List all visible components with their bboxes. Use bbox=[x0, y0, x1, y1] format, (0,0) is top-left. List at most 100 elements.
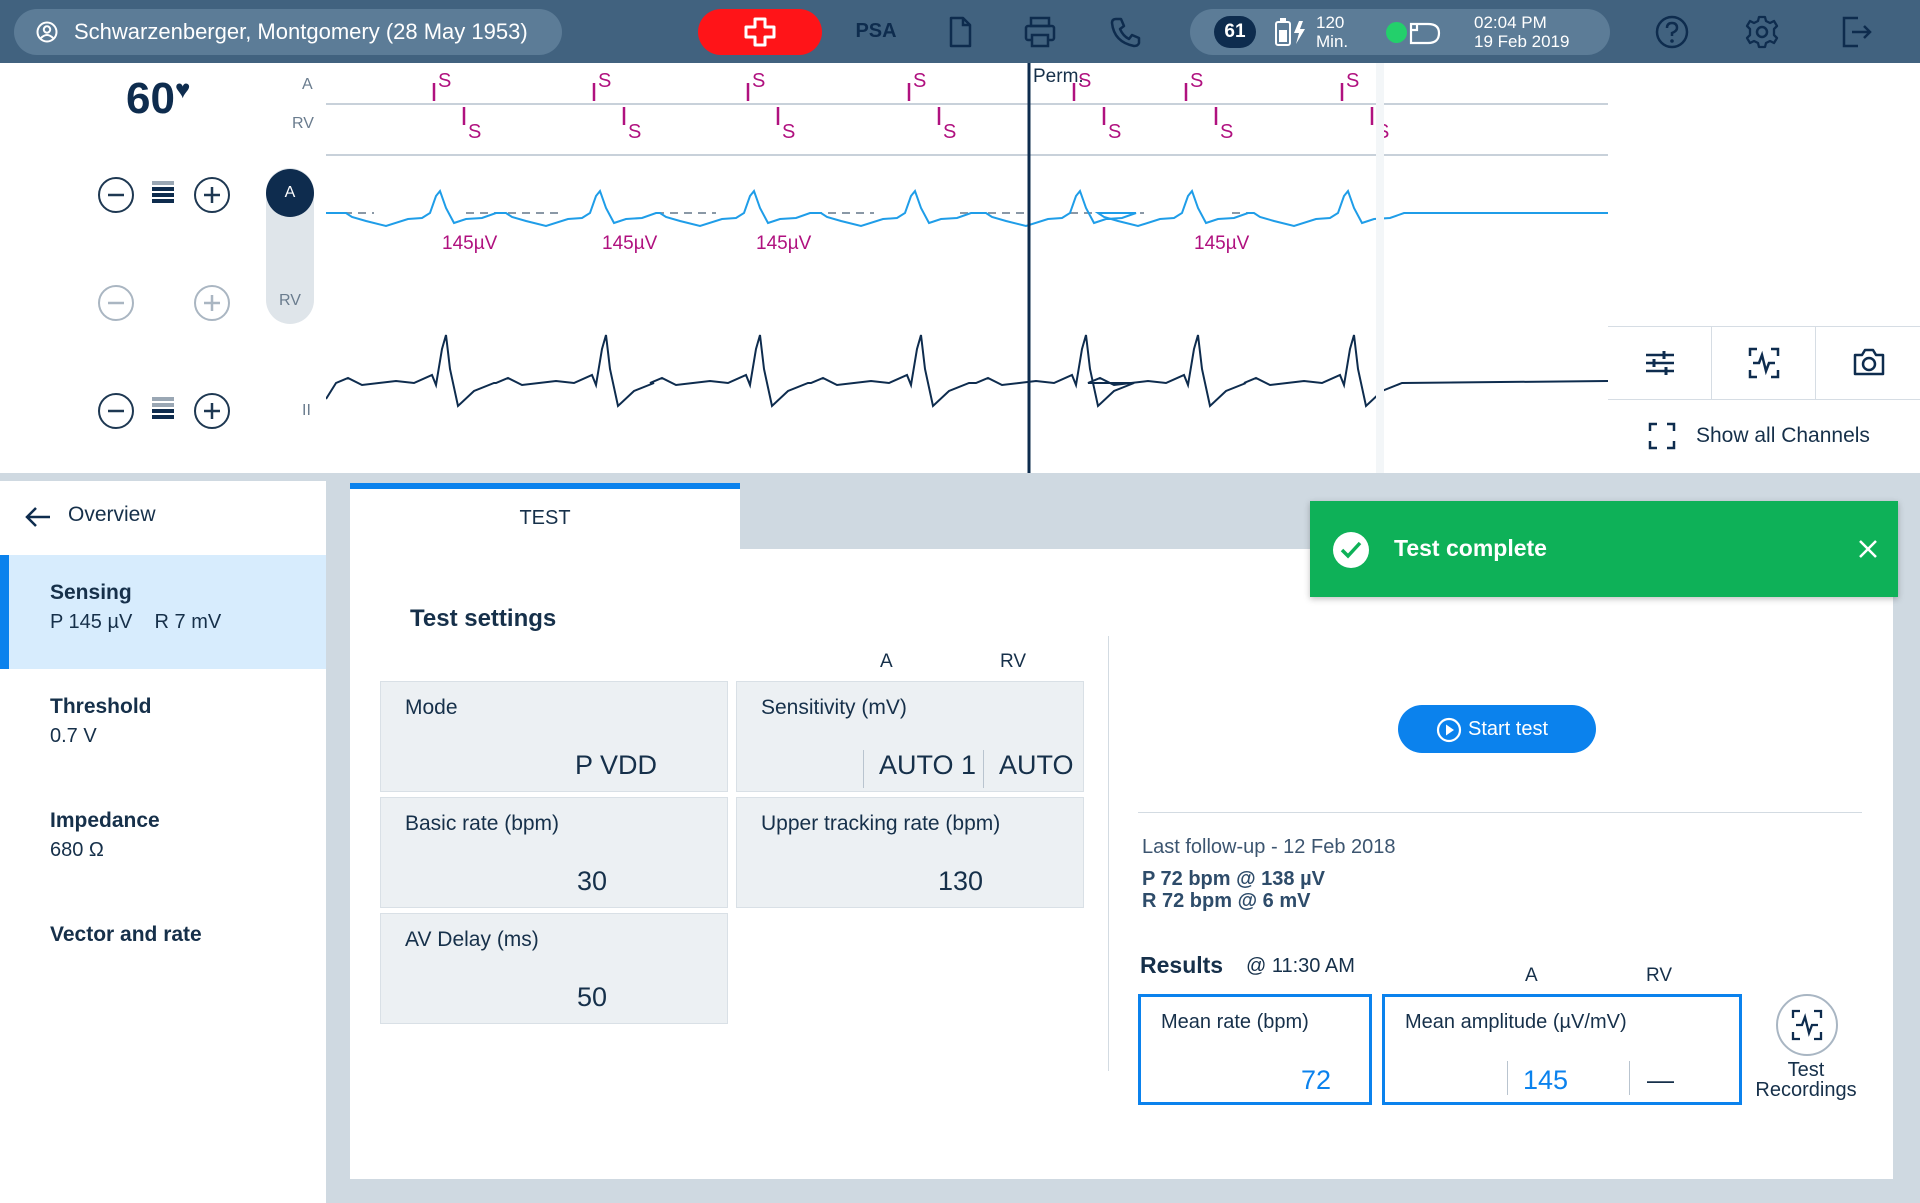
ventricular-sense-label: S bbox=[628, 121, 641, 143]
mode-setting[interactable]: Mode P VDD bbox=[380, 681, 728, 792]
sensitivity-rv-value: AUTO bbox=[999, 750, 1074, 780]
mode-label: Mode bbox=[405, 696, 458, 719]
medical-cross-icon bbox=[744, 17, 776, 47]
ventricular-sense-label: S bbox=[782, 121, 795, 143]
increase-gain-a-button[interactable] bbox=[194, 177, 230, 213]
sliders-icon bbox=[1646, 351, 1674, 375]
section-divider bbox=[1138, 812, 1862, 813]
camera-icon bbox=[1853, 348, 1885, 376]
last-follow-up-title: Last follow-up - 12 Feb 2018 bbox=[1142, 836, 1396, 858]
logout-icon[interactable] bbox=[1838, 14, 1874, 50]
sensitivity-setting[interactable]: Sensitivity (mV) AUTO 1 AUTO bbox=[736, 681, 1084, 792]
panel-divider bbox=[0, 473, 1920, 481]
current-time: 02:04 PM bbox=[1474, 13, 1547, 32]
sidebar-item-sensing[interactable]: Sensing P 145 µV R 7 mV bbox=[0, 555, 326, 669]
decrease-gain-a-button[interactable] bbox=[98, 177, 134, 213]
atrial-sense-label: S bbox=[438, 70, 451, 92]
column-header-rv: RV bbox=[1000, 651, 1027, 672]
print-icon[interactable] bbox=[1022, 14, 1058, 50]
sidebar-item-vector-and-rate[interactable]: Vector and rate bbox=[0, 897, 326, 1011]
basic-rate-value: 30 bbox=[576, 866, 607, 896]
filter-settings-button[interactable] bbox=[1608, 327, 1712, 399]
amplitude-labels: 145µV 145µV 145µV 145µV bbox=[442, 233, 1250, 254]
av-delay-setting[interactable]: AV Delay (ms) 50 bbox=[380, 913, 728, 1024]
snapshot-button[interactable] bbox=[1816, 327, 1919, 399]
ventricular-sense-label: S bbox=[943, 121, 956, 143]
surface-ecg-trace bbox=[326, 334, 1608, 408]
basic-rate-setting[interactable]: Basic rate (bpm) 30 bbox=[380, 797, 728, 908]
ecg-frame-icon bbox=[1748, 347, 1780, 379]
sidebar-item-title: Impedance bbox=[50, 809, 160, 832]
close-icon[interactable] bbox=[1856, 537, 1880, 561]
test-recordings-button[interactable] bbox=[1776, 994, 1838, 1056]
ecg-toolbar bbox=[1608, 326, 1920, 400]
sidebar-item-impedance[interactable]: Impedance 680 Ω bbox=[0, 783, 326, 897]
decrease-gain-rv-button[interactable] bbox=[98, 285, 134, 321]
mean-amplitude-rv-value: — bbox=[1647, 1065, 1674, 1095]
increase-gain-rv-button[interactable] bbox=[194, 285, 230, 321]
pacemaker-icon bbox=[1409, 22, 1441, 45]
results-column-rv: RV bbox=[1646, 965, 1673, 986]
av-delay-value: 50 bbox=[576, 982, 607, 1012]
test-recordings-label[interactable]: Test Recordings bbox=[1755, 1059, 1857, 1101]
tab-test-label: TEST bbox=[519, 507, 571, 529]
ventricular-sense-label: S bbox=[1220, 121, 1233, 143]
amplitude-label: 145µV bbox=[442, 233, 498, 254]
column-divider bbox=[1108, 636, 1109, 1071]
back-to-overview-button[interactable]: Overview bbox=[0, 481, 326, 553]
document-icon[interactable] bbox=[942, 14, 978, 50]
plus-icon bbox=[204, 403, 220, 419]
channel-toggle-a[interactable]: A bbox=[266, 169, 314, 217]
emergency-button[interactable] bbox=[698, 9, 822, 55]
plus-icon bbox=[204, 187, 220, 203]
tab-test[interactable]: TEST bbox=[350, 483, 740, 549]
check-circle-icon bbox=[1333, 532, 1369, 568]
results-title: Results bbox=[1140, 952, 1224, 978]
sidebar-item-threshold[interactable]: Threshold 0.7 V bbox=[0, 669, 326, 783]
test-complete-toast: Test complete bbox=[1310, 501, 1898, 597]
recording-mode-button[interactable] bbox=[1712, 327, 1816, 399]
phone-icon[interactable] bbox=[1108, 14, 1144, 50]
gear-icon[interactable] bbox=[1744, 14, 1780, 50]
heart-rate-display: 60♥ bbox=[126, 74, 190, 124]
channel-toggle-rv[interactable]: RV bbox=[279, 292, 301, 309]
device-status: 61 120 Min. 02:04 PM 19 Feb 2019 bbox=[1190, 9, 1610, 55]
sidebar-item-title: Sensing bbox=[50, 581, 132, 604]
av-delay-label: AV Delay (ms) bbox=[405, 928, 539, 951]
gain-level-a-indicator bbox=[152, 181, 174, 205]
follow-up-r-value: R 72 bpm @ 6 mV bbox=[1142, 890, 1311, 912]
battery-charging-icon bbox=[1275, 18, 1305, 46]
counter-badge: 61 bbox=[1214, 16, 1256, 48]
amplitude-label: 145µV bbox=[1194, 233, 1250, 254]
start-test-button[interactable]: Start test bbox=[1398, 705, 1596, 753]
column-header-a: A bbox=[880, 651, 893, 672]
perm-label: Perm. bbox=[1033, 66, 1084, 87]
sweep-gap bbox=[1376, 63, 1384, 473]
show-all-channels-button[interactable]: Show all Channels bbox=[1608, 398, 1920, 473]
upper-tracking-rate-setting[interactable]: Upper tracking rate (bpm) 130 bbox=[736, 797, 1084, 908]
test-settings-title: Test settings bbox=[410, 605, 557, 632]
plus-icon bbox=[204, 295, 220, 311]
atrial-sense-label: S bbox=[1078, 70, 1091, 92]
psa-button[interactable]: PSA bbox=[855, 20, 897, 42]
mean-rate-value: 72 bbox=[1300, 1065, 1331, 1095]
battery-minutes: 120 bbox=[1316, 13, 1345, 32]
atrial-sense-label: S bbox=[598, 70, 611, 92]
decrease-gain-ii-button[interactable] bbox=[98, 393, 134, 429]
mean-amplitude-label: Mean amplitude (µV/mV) bbox=[1405, 1011, 1627, 1033]
sidebar: Overview Sensing P 145 µV R 7 mV Thresho… bbox=[0, 481, 326, 1203]
sense-markers: SSSSSSSSSSSSSS bbox=[432, 70, 1389, 143]
atrial-sense-label: S bbox=[1190, 70, 1203, 92]
sensitivity-a-value: AUTO 1 bbox=[879, 750, 977, 780]
mean-rate-label: Mean rate (bpm) bbox=[1161, 1011, 1309, 1033]
heart-rate-value: 60 bbox=[126, 74, 175, 123]
heart-icon: ♥ bbox=[174, 74, 191, 104]
help-icon[interactable] bbox=[1654, 14, 1690, 50]
patient-selector[interactable]: Schwarzenberger, Montgomery (28 May 1953… bbox=[14, 9, 562, 55]
current-date: 19 Feb 2019 bbox=[1474, 32, 1570, 51]
amplitude-label: 145µV bbox=[756, 233, 812, 254]
minus-icon bbox=[108, 409, 124, 413]
sensitivity-label: Sensitivity (mV) bbox=[761, 696, 907, 719]
increase-gain-ii-button[interactable] bbox=[194, 393, 230, 429]
